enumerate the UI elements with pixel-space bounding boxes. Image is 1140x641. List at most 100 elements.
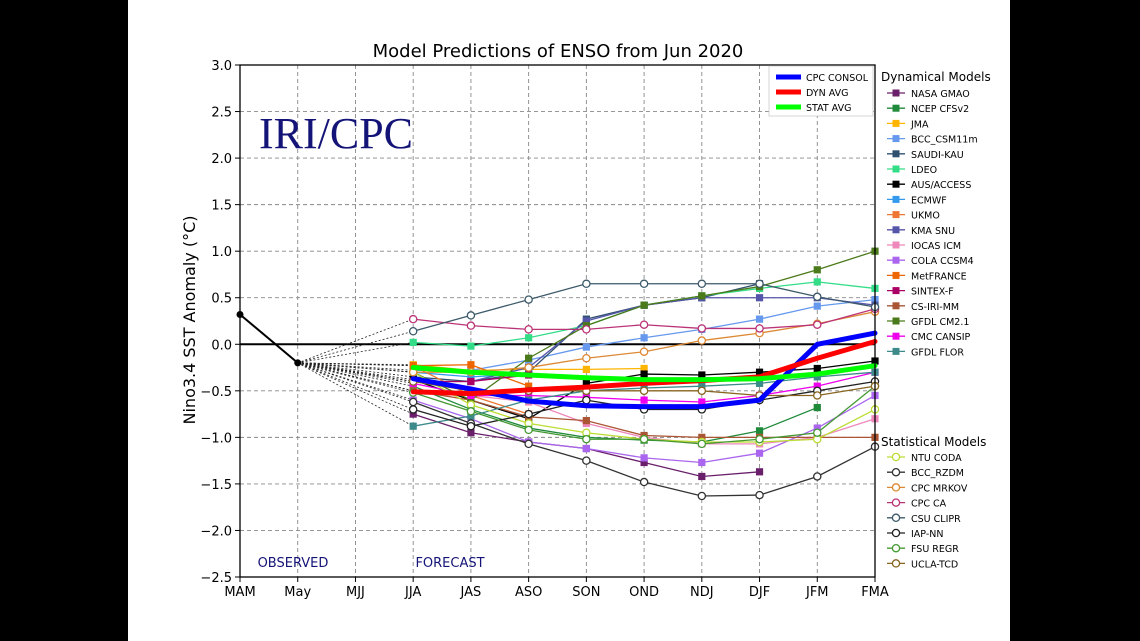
data-point (755, 434, 764, 444)
x-tick-label: FMA (861, 585, 889, 600)
data-point (755, 468, 764, 476)
data-point (698, 371, 706, 379)
data-point (582, 444, 590, 453)
data-point (525, 354, 533, 362)
legend-label: NTU CODA (911, 453, 962, 464)
legend-label: JMA (910, 119, 929, 130)
legend-marker (891, 498, 901, 507)
legend-label: NCEP CFSv2 (911, 104, 969, 115)
connector-line (297, 318, 414, 364)
y-tick-label: 1.5 (211, 199, 232, 214)
data-point (639, 477, 649, 487)
data-point (755, 324, 764, 333)
x-tick-label: JFM (805, 585, 829, 600)
connector-line (297, 362, 414, 382)
x-tick-label: MAM (224, 585, 255, 600)
legend-label: CMC CANSIP (911, 332, 971, 343)
data-point (813, 320, 822, 329)
legend-marker (892, 256, 900, 264)
data-point (582, 325, 591, 334)
x-tick-label: JJA (404, 585, 421, 600)
legend-label: MetFRANCE (911, 271, 967, 282)
data-point (582, 395, 591, 405)
legend-label: KMA SNU (911, 226, 955, 237)
data-point (467, 396, 475, 404)
data-point (639, 279, 649, 289)
data-point (697, 324, 707, 333)
observed-label: OBSERVED (258, 556, 329, 571)
data-point (409, 410, 417, 418)
y-tick-label: 0.0 (211, 338, 232, 353)
chart-panel: Model Predictions of ENSO from Jun 2020 … (128, 0, 1010, 641)
data-point (467, 361, 475, 369)
legend-marker (891, 452, 901, 462)
data-point (813, 428, 822, 437)
data-point (697, 491, 707, 501)
y-tick-label: −2.0 (200, 524, 232, 539)
data-point (813, 403, 821, 412)
legend-label: GFDL CM2.1 (911, 317, 969, 328)
x-tick-label: May (284, 585, 311, 600)
legend-label: GFDL FLOR (911, 347, 964, 358)
y-axis-label: Nino3.4 SST Anomaly (°C) (180, 216, 199, 425)
data-point (755, 379, 764, 387)
data-point (639, 347, 649, 356)
legend-marker (892, 302, 900, 310)
data-point (813, 292, 822, 302)
data-point (698, 458, 706, 467)
data-point (524, 295, 533, 304)
data-point (813, 382, 821, 390)
legend-label: NASA GMAO (911, 89, 970, 100)
data-point (813, 373, 821, 381)
data-point (640, 458, 648, 467)
data-point (755, 427, 764, 435)
data-point (467, 377, 475, 386)
data-point (813, 364, 821, 373)
data-point (408, 397, 418, 407)
legend-marker (892, 165, 900, 173)
connector-line (297, 362, 414, 403)
legend-label: CS-IRI-MM (911, 302, 959, 313)
data-point (408, 405, 418, 414)
data-point (408, 314, 418, 324)
y-tick-label: 2.5 (211, 106, 232, 121)
legend-label: SINTEX-F (911, 287, 954, 298)
legend-marker (891, 483, 901, 492)
data-point (755, 368, 764, 376)
data-point (409, 422, 417, 430)
connector-line (297, 362, 414, 410)
data-point (525, 334, 533, 342)
connector-line (297, 362, 414, 427)
legend-marker (892, 287, 900, 295)
legend-marker (891, 543, 901, 553)
data-point (697, 439, 707, 449)
connector-line (297, 362, 414, 415)
x-tick-label: SON (572, 585, 600, 600)
x-tick-label: JAS (460, 585, 482, 600)
data-point (524, 325, 533, 334)
forecast-label: FORECAST (415, 556, 484, 571)
connector-line (297, 362, 414, 373)
legend-marker (892, 150, 900, 158)
watermark-text: IRI/CPC (259, 109, 413, 158)
data-point (813, 266, 821, 274)
legend-label: IOCAS ICM (911, 241, 961, 252)
data-point (582, 353, 591, 363)
data-point (640, 364, 648, 373)
data-point (755, 490, 764, 500)
data-point (467, 429, 475, 437)
legend-marker (891, 467, 901, 477)
y-tick-label: 2.0 (211, 152, 232, 167)
data-point (639, 320, 649, 329)
legend-marker (892, 317, 900, 325)
data-point (467, 373, 475, 381)
legend-label: BCC_CSM11m (911, 135, 978, 146)
data-point (524, 439, 533, 449)
y-tick-label: −1.5 (200, 478, 232, 493)
legend-marker (892, 89, 900, 97)
connector-line (297, 362, 414, 378)
y-tick-label: 1.0 (211, 245, 232, 260)
legend-label: FSU REGR (911, 544, 959, 555)
data-point (582, 365, 590, 374)
data-point (582, 456, 591, 465)
